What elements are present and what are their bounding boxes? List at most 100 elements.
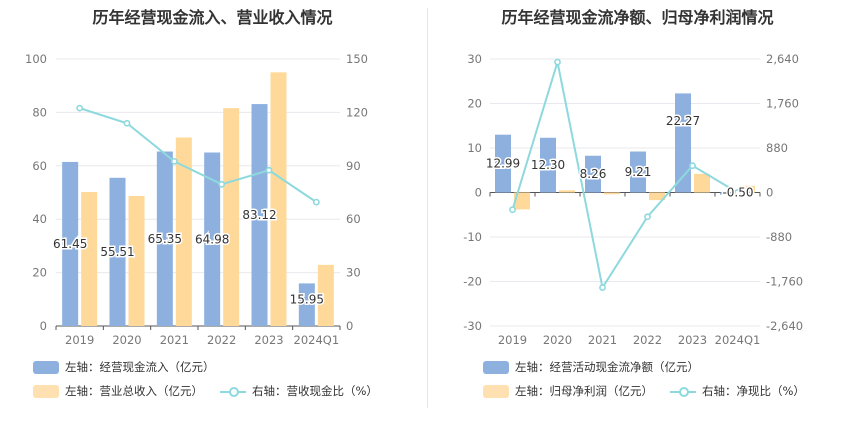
bar-primary bbox=[495, 134, 511, 193]
legend-label: 左轴：经营活动现金流净额（亿元） bbox=[515, 360, 699, 374]
legend-label: 左轴：经营现金流入（亿元） bbox=[65, 360, 215, 374]
legend-item-series-2[interactable]: 左轴：营业总收入（亿元） bbox=[33, 383, 203, 399]
legend-item-series-2[interactable]: 左轴：归母净利润（亿元） bbox=[483, 383, 653, 399]
y-tick-label-left: 60 bbox=[32, 159, 47, 173]
legend-label: 左轴：归母净利润（亿元） bbox=[515, 384, 653, 398]
bar-secondary bbox=[559, 190, 575, 193]
legend-label: 右轴：净现比（%） bbox=[702, 384, 805, 398]
y-tick-label-left: 20 bbox=[32, 266, 47, 280]
ratio-point bbox=[123, 119, 131, 127]
data-label: 61.45 bbox=[53, 237, 87, 251]
x-tick-label: 2020 bbox=[543, 333, 572, 347]
bar-secondary bbox=[81, 191, 98, 326]
x-tick-label: 2022 bbox=[207, 333, 236, 347]
ratio-point bbox=[734, 189, 741, 196]
y-tick-label-left: 0 bbox=[475, 186, 482, 200]
bar-secondary bbox=[128, 195, 145, 326]
y-tick-label-right: 0 bbox=[346, 319, 353, 333]
y-tick-label-left: -30 bbox=[463, 319, 482, 333]
legend-item-series-3[interactable]: 右轴：营收现金比（%） bbox=[220, 383, 378, 399]
y-tick-label-left: 0 bbox=[40, 319, 47, 333]
bar-secondary bbox=[649, 192, 665, 201]
y-tick-label-left: 20 bbox=[467, 97, 482, 111]
legend-label: 右轴：营收现金比（%） bbox=[252, 384, 378, 398]
legend-line-swatch bbox=[220, 385, 246, 398]
legend-label: 左轴：营业总收入（亿元） bbox=[65, 384, 203, 398]
legend-item-series-1[interactable]: 左轴：经营活动现金流净额（亿元） bbox=[483, 359, 699, 375]
bar-secondary bbox=[175, 137, 192, 326]
x-tick-label: 2022 bbox=[633, 333, 662, 347]
data-label: 8.26 bbox=[580, 167, 607, 181]
legend-bar-swatch bbox=[33, 360, 59, 374]
legend-item-series-3[interactable]: 右轴：净现比（%） bbox=[670, 383, 805, 399]
legend-bar-swatch bbox=[483, 384, 509, 398]
legend-line-swatch bbox=[670, 385, 696, 398]
y-tick-label-left: 80 bbox=[32, 105, 47, 119]
x-tick-label: 2019 bbox=[498, 333, 527, 347]
x-tick-label: 2020 bbox=[112, 333, 141, 347]
bar-secondary bbox=[604, 192, 620, 195]
y-tick-label-right: -1,760 bbox=[766, 275, 803, 289]
data-label: -0.50 bbox=[722, 186, 753, 200]
y-tick-label-right: 2,640 bbox=[766, 52, 799, 66]
bar-secondary bbox=[223, 108, 240, 327]
y-tick-label-left: 40 bbox=[32, 212, 47, 226]
ratio-point bbox=[689, 162, 696, 170]
y-tick-label-right: 1,760 bbox=[766, 97, 799, 111]
y-tick-label-left: 10 bbox=[467, 141, 482, 155]
bar-secondary bbox=[694, 173, 710, 193]
ratio-point bbox=[265, 166, 273, 174]
bar-primary bbox=[675, 93, 691, 193]
x-tick-label: 2021 bbox=[588, 333, 617, 347]
ratio-point bbox=[644, 213, 651, 221]
ratio-point bbox=[218, 180, 226, 188]
x-tick-label: 2021 bbox=[160, 333, 189, 347]
x-tick-label: 2023 bbox=[254, 333, 283, 347]
x-tick-label: 2023 bbox=[678, 333, 707, 347]
data-label: 12.30 bbox=[531, 158, 565, 172]
ratio-point bbox=[509, 206, 516, 214]
bar-primary bbox=[62, 161, 79, 326]
x-tick-label: 2019 bbox=[65, 333, 94, 347]
bar-primary bbox=[585, 155, 601, 193]
data-label: 12.99 bbox=[486, 157, 520, 171]
data-label: 64.98 bbox=[195, 232, 229, 246]
ratio-point bbox=[599, 284, 606, 291]
x-tick-label: 2024Q1 bbox=[715, 333, 761, 347]
legend-item-series-1[interactable]: 左轴：经营现金流入（亿元） bbox=[33, 359, 215, 375]
data-label: 15.95 bbox=[290, 292, 324, 306]
y-tick-label-left: -10 bbox=[463, 230, 482, 244]
chart-panel-left: 历年经营现金流入、营业收入情况 0 20 40 60 80 100 0 30 60 90 120 15… bbox=[25, 8, 378, 399]
y-tick-label-right: 880 bbox=[766, 141, 788, 155]
data-label: 9.21 bbox=[625, 165, 652, 179]
chart-plot: 0 20 40 60 80 100 0 30 60 90 120 150 2019 2020 2021 202… bbox=[25, 52, 368, 347]
bar-primary bbox=[251, 104, 268, 326]
bar-primary bbox=[630, 151, 646, 193]
ratio-line bbox=[511, 61, 739, 291]
y-tick-label-left: 30 bbox=[467, 52, 482, 66]
chart-plot: -30 -20 -10 0 10 20 30 -2,640 -1,760 -880 0 880 1,76… bbox=[463, 52, 803, 347]
panel-divider bbox=[427, 8, 428, 408]
chart-title: 历年经营现金流净额、归母净利润情况 bbox=[501, 8, 774, 27]
bar-primary bbox=[720, 192, 736, 195]
y-tick-label-right: 30 bbox=[346, 266, 361, 280]
bar-secondary bbox=[270, 72, 287, 326]
bar-primary bbox=[540, 137, 556, 193]
y-tick-label-left: 100 bbox=[25, 52, 47, 66]
bar-secondary bbox=[739, 185, 755, 193]
ratio-point bbox=[170, 157, 178, 165]
data-label: 22.27 bbox=[666, 114, 700, 128]
bar-primary bbox=[109, 177, 126, 326]
data-label: 55.51 bbox=[100, 245, 134, 259]
y-tick-label-right: 0 bbox=[766, 186, 773, 200]
y-tick-label-right: -2,640 bbox=[766, 319, 803, 333]
legend-bar-swatch bbox=[33, 384, 59, 398]
ratio-line bbox=[79, 107, 317, 203]
y-tick-label-right: -880 bbox=[766, 230, 792, 244]
bar-primary bbox=[156, 151, 173, 326]
y-tick-label-right: 90 bbox=[346, 159, 361, 173]
x-tick-label: 2024Q1 bbox=[294, 333, 340, 347]
ratio-point bbox=[312, 198, 320, 206]
bar-primary bbox=[204, 152, 221, 326]
bar-primary bbox=[298, 283, 315, 326]
